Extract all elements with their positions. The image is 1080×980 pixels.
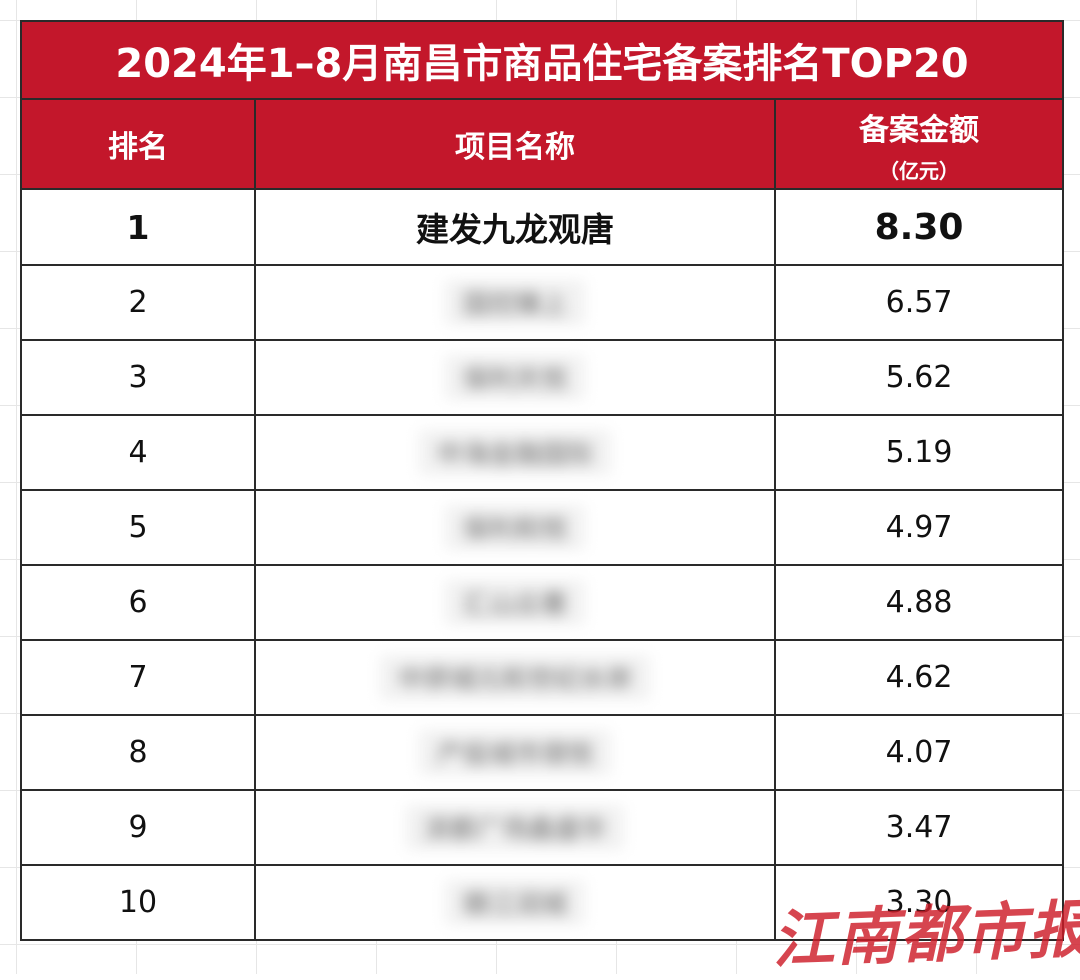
header-row: 排名 项目名称 备案金额 （亿元） — [20, 98, 1065, 190]
table-row: 10 赣江润城 3.30 — [20, 864, 1065, 941]
amount-cell: 5.62 — [773, 339, 1065, 416]
amount-cell: 4.97 — [773, 489, 1065, 566]
project-name-cell: 保利天悦 — [254, 339, 776, 416]
project-name: 建发九龙观唐 — [416, 210, 614, 249]
table-title: 2024年1–8月南昌市商品住宅备案排名TOP20 — [19, 20, 1065, 100]
project-name-blurred: 保利和悦 — [444, 505, 585, 550]
header-amount: 备案金额 （亿元） — [773, 98, 1065, 190]
table-row: 3 保利天悦 5.62 — [20, 339, 1065, 416]
rank-cell: 8 — [20, 714, 256, 791]
amount-cell: 3.30 — [773, 864, 1065, 941]
ranking-table: 2024年1–8月南昌市商品住宅备案排名TOP20 排名 项目名称 备案金额 （… — [19, 20, 1065, 941]
rank-cell: 5 — [20, 489, 256, 566]
table-row: 8 产投城市璟悦 4.07 — [20, 714, 1065, 791]
project-name-blurred: 国控臻上 — [444, 280, 585, 325]
header-amount-label: 备案金额 — [859, 112, 980, 148]
project-name-cell: 汇山云著 — [254, 564, 776, 641]
project-name-blurred: 汇山云著 — [444, 580, 585, 625]
header-rank: 排名 — [20, 98, 256, 190]
project-name-cell: 中海金融国际 — [254, 414, 776, 491]
project-name-blurred: 保利天悦 — [444, 355, 585, 400]
header-amount-unit: （亿元） — [879, 158, 960, 183]
amount-cell: 3.47 — [773, 789, 1065, 866]
project-name-cell: 国控臻上 — [254, 264, 776, 341]
rank-cell: 2 — [20, 264, 256, 341]
newspaper-watermark-logo: 江南都市报 — [771, 892, 1080, 977]
rank-cell: 3 — [20, 339, 256, 416]
project-name-blurred: 产投城市璟悦 — [418, 730, 611, 775]
title-row: 2024年1–8月南昌市商品住宅备案排名TOP20 — [19, 20, 1065, 100]
rank-cell: 10 — [20, 864, 256, 941]
rank-cell: 6 — [20, 564, 256, 641]
project-name-blurred: 中骅城元和世纪水岸 — [379, 655, 650, 700]
project-name-blurred: 赣江润城 — [444, 880, 585, 925]
project-name-blurred: 滨都广场鑫盛华 — [405, 805, 624, 850]
project-name-cell: 建发九龙观唐 — [254, 188, 776, 266]
project-name-cell: 滨都广场鑫盛华 — [254, 789, 776, 866]
project-name-cell: 中骅城元和世纪水岸 — [254, 639, 776, 716]
project-name-cell: 保利和悦 — [254, 489, 776, 566]
project-name-cell: 赣江润城 — [254, 864, 776, 941]
rank-cell: 4 — [20, 414, 256, 491]
amount-cell: 6.57 — [773, 264, 1065, 341]
amount-cell: 4.62 — [773, 639, 1065, 716]
amount-cell: 8.30 — [773, 188, 1065, 266]
table-row: 7 中骅城元和世纪水岸 4.62 — [20, 639, 1065, 716]
table-row: 2 国控臻上 6.57 — [20, 264, 1065, 341]
project-name-blurred: 中海金融国际 — [418, 430, 611, 475]
rank-cell: 9 — [20, 789, 256, 866]
header-project-name: 项目名称 — [254, 98, 776, 190]
project-name-cell: 产投城市璟悦 — [254, 714, 776, 791]
rank-cell: 1 — [20, 188, 256, 266]
table-row: 9 滨都广场鑫盛华 3.47 — [20, 789, 1065, 866]
ranking-table-container: 2024年1–8月南昌市商品住宅备案排名TOP20 排名 项目名称 备案金额 （… — [19, 20, 1065, 941]
table-row: 4 中海金融国际 5.19 — [20, 414, 1065, 491]
amount-cell: 5.19 — [773, 414, 1065, 491]
amount-cell: 4.07 — [773, 714, 1065, 791]
table-row: 5 保利和悦 4.97 — [20, 489, 1065, 566]
table-row: 1 建发九龙观唐 8.30 — [20, 188, 1065, 266]
table-row: 6 汇山云著 4.88 — [20, 564, 1065, 641]
amount-cell: 4.88 — [773, 564, 1065, 641]
rank-cell: 7 — [20, 639, 256, 716]
